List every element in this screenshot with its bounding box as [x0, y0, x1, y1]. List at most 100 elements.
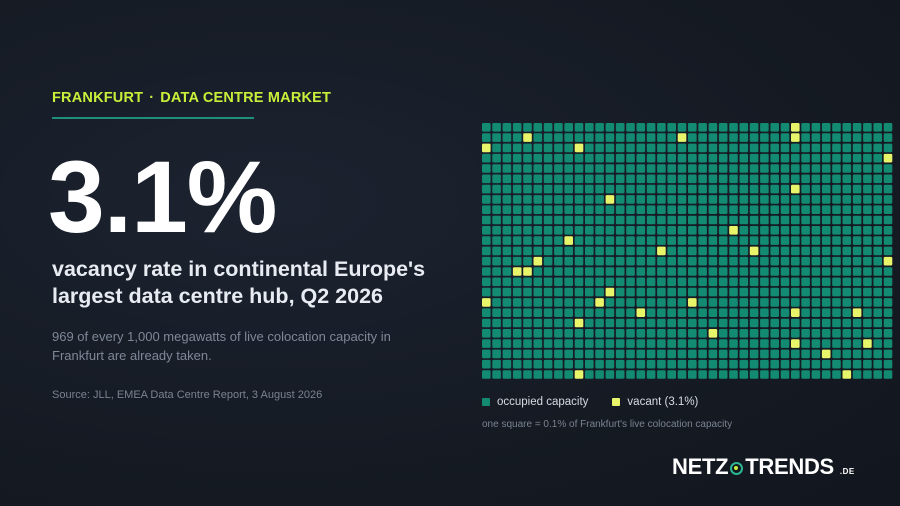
- waffle-square-occupied: [502, 277, 512, 287]
- waffle-square-vacant: [523, 267, 532, 276]
- waffle-square-occupied: [667, 287, 676, 297]
- waffle-square-occupied: [708, 143, 718, 153]
- waffle-square-occupied: [595, 308, 604, 317]
- waffle-square-occupied: [718, 174, 728, 184]
- waffle-square-occupied: [677, 318, 687, 328]
- waffle-square-occupied: [729, 298, 738, 307]
- waffle-square-occupied: [533, 339, 543, 348]
- waffle-square-occupied: [760, 370, 769, 379]
- waffle-square-occupied: [512, 153, 522, 163]
- waffle-square-occupied: [852, 256, 862, 266]
- waffle-square-occupied: [801, 123, 810, 132]
- waffle-square-occupied: [760, 308, 769, 317]
- waffle-square-occupied: [832, 349, 841, 359]
- waffle-square-occupied: [585, 359, 594, 369]
- waffle-square-occupied: [688, 215, 697, 225]
- waffle-square-occupied: [595, 123, 604, 132]
- waffle-square-occupied: [543, 298, 553, 307]
- waffle-square-occupied: [512, 195, 522, 204]
- waffle-square-occupied: [533, 298, 543, 307]
- waffle-square-occupied: [852, 318, 862, 328]
- waffle-square-occupied: [801, 318, 810, 328]
- waffle-square-occupied: [842, 184, 852, 194]
- waffle-square-occupied: [533, 329, 543, 338]
- waffle-square-occupied: [492, 123, 501, 132]
- waffle-square-occupied: [595, 318, 604, 328]
- waffle-square-occupied: [564, 370, 573, 379]
- waffle-square-occupied: [688, 246, 697, 256]
- waffle-square-occupied: [492, 236, 501, 245]
- waffle-square-occupied: [708, 370, 718, 379]
- waffle-square-occupied: [729, 246, 738, 256]
- waffle-square-occupied: [821, 318, 831, 328]
- waffle-square-occupied: [667, 174, 676, 184]
- waffle-square-occupied: [821, 205, 831, 214]
- waffle-square-occupied: [554, 205, 563, 214]
- waffle-square-vacant: [605, 287, 615, 297]
- waffle-square-occupied: [729, 143, 738, 153]
- waffle-square-occupied: [605, 236, 615, 245]
- waffle-square-occupied: [677, 215, 687, 225]
- waffle-square-occupied: [512, 287, 522, 297]
- waffle-square-occupied: [512, 133, 522, 142]
- waffle-square-occupied: [811, 226, 821, 235]
- waffle-square-occupied: [698, 184, 707, 194]
- waffle-square-occupied: [883, 226, 893, 235]
- waffle-square-occupied: [677, 267, 687, 276]
- waffle-square-occupied: [605, 215, 615, 225]
- waffle-square-occupied: [739, 195, 749, 204]
- waffle-square-occupied: [873, 215, 882, 225]
- waffle-square-occupied: [852, 236, 862, 245]
- waffle-square-occupied: [770, 205, 779, 214]
- waffle-square-occupied: [492, 205, 501, 214]
- waffle-square-occupied: [801, 226, 810, 235]
- waffle-square-vacant: [512, 267, 522, 276]
- waffle-square-occupied: [554, 277, 563, 287]
- waffle-square-occupied: [821, 184, 831, 194]
- waffle-square-occupied: [595, 359, 604, 369]
- waffle-square-occupied: [708, 256, 718, 266]
- waffle-square-vacant: [791, 308, 800, 317]
- waffle-square-occupied: [729, 236, 738, 245]
- waffle-square-occupied: [615, 184, 625, 194]
- waffle-square-occupied: [646, 123, 656, 132]
- waffle-square-occupied: [615, 370, 625, 379]
- waffle-square-occupied: [605, 123, 615, 132]
- waffle-square-occupied: [657, 205, 666, 214]
- waffle-square-occupied: [533, 246, 543, 256]
- waffle-square-occupied: [615, 195, 625, 204]
- waffle-square-occupied: [657, 236, 666, 245]
- waffle-square-occupied: [770, 184, 779, 194]
- waffle-square-occupied: [708, 164, 718, 173]
- waffle-square-occupied: [749, 308, 759, 317]
- waffle-square-occupied: [636, 236, 646, 245]
- waffle-square-occupied: [832, 277, 841, 287]
- waffle-square-occupied: [646, 256, 656, 266]
- waffle-square-occupied: [739, 153, 749, 163]
- waffle-square-occupied: [646, 298, 656, 307]
- waffle-square-vacant: [482, 143, 491, 153]
- waffle-square-occupied: [832, 143, 841, 153]
- waffle-square-occupied: [595, 236, 604, 245]
- waffle-square-occupied: [564, 226, 573, 235]
- waffle-square-occupied: [729, 215, 738, 225]
- waffle-square-occupied: [657, 287, 666, 297]
- waffle-square-occupied: [595, 246, 604, 256]
- waffle-square-occupied: [698, 359, 707, 369]
- waffle-square-occupied: [873, 318, 882, 328]
- waffle-square-occupied: [605, 143, 615, 153]
- waffle-square-occupied: [646, 287, 656, 297]
- waffle-square-occupied: [636, 215, 646, 225]
- waffle-square-occupied: [533, 349, 543, 359]
- waffle-square-occupied: [533, 226, 543, 235]
- waffle-square-occupied: [657, 277, 666, 287]
- waffle-square-occupied: [863, 205, 872, 214]
- waffle-square-occupied: [677, 246, 687, 256]
- waffle-square-occupied: [585, 318, 594, 328]
- waffle-square-occupied: [543, 174, 553, 184]
- waffle-square-occupied: [492, 267, 501, 276]
- waffle-square-vacant: [708, 329, 718, 338]
- waffle-square-occupied: [585, 205, 594, 214]
- waffle-square-occupied: [873, 226, 882, 235]
- waffle-square-occupied: [780, 174, 790, 184]
